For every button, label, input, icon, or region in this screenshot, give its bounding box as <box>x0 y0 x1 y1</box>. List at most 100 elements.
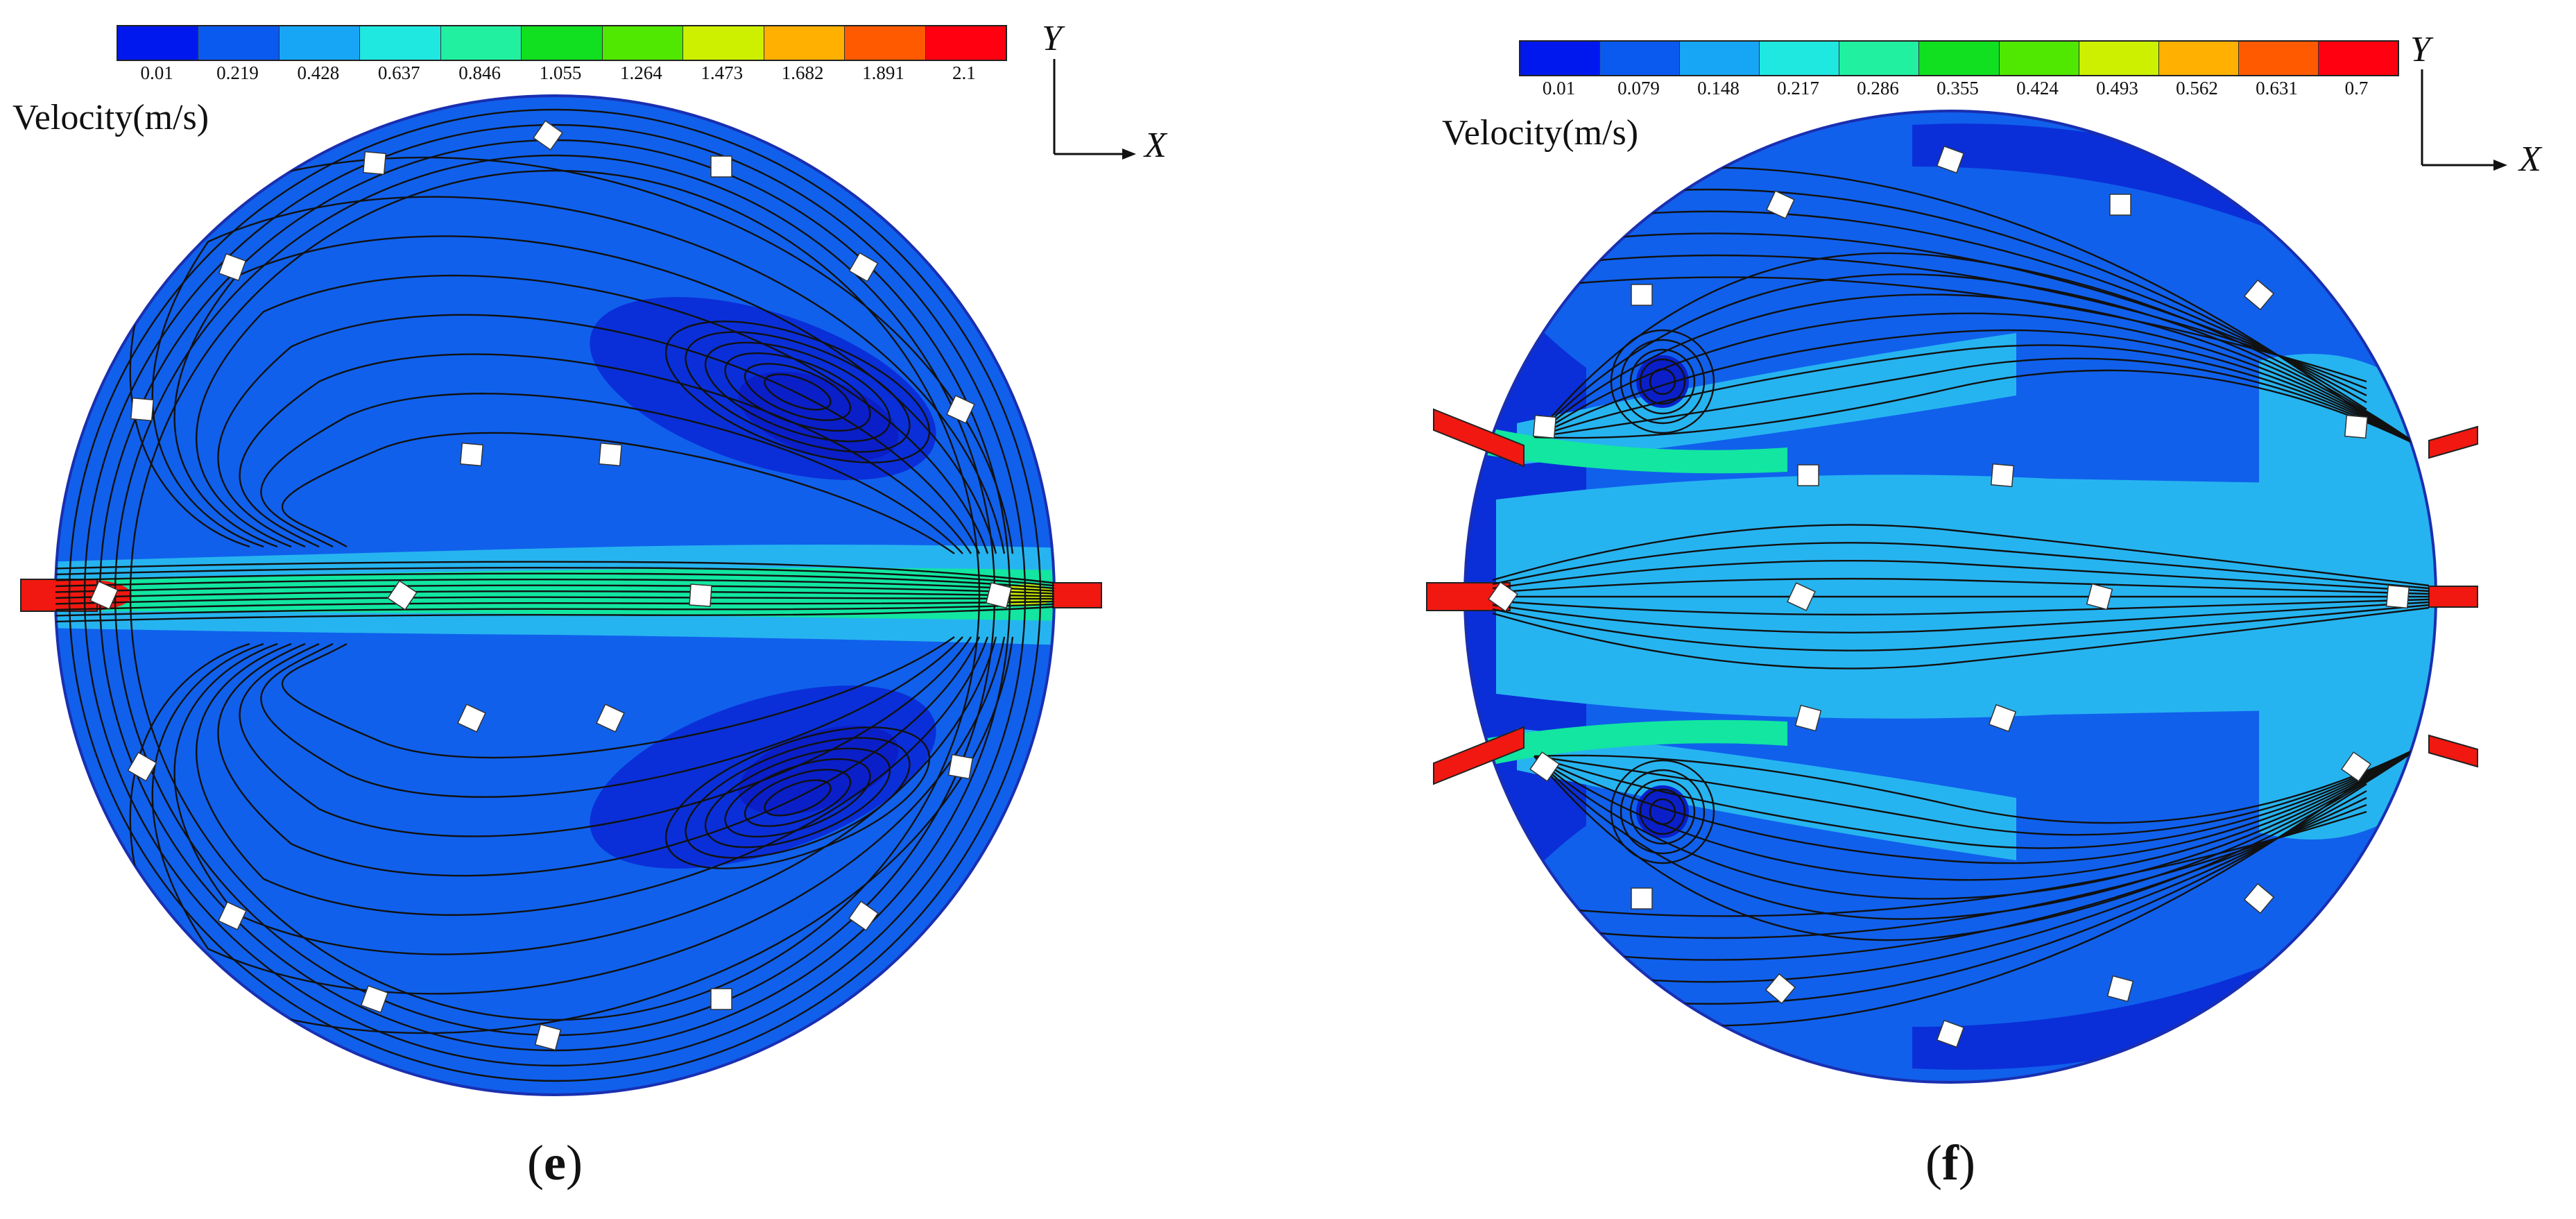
colorbar-segment <box>1600 42 1681 75</box>
colorbar-segment <box>279 26 361 60</box>
vortex-streamline <box>704 747 891 849</box>
vortex-streamline <box>1610 759 1715 864</box>
vortex-streamline <box>764 779 832 817</box>
coordinate-arrows-f <box>2421 69 2507 171</box>
streamline-lower-loop <box>151 636 1006 995</box>
obstacle <box>387 580 418 611</box>
obstacle <box>1794 704 1822 732</box>
colorbar-tick-label: 1.473 <box>701 62 744 83</box>
outlet-pipe-upper <box>2428 425 2478 459</box>
streamline-bottom <box>1561 790 2367 983</box>
vortex-lower-core <box>1636 785 1689 838</box>
upper-jet-core <box>1482 427 1787 474</box>
colorbar-tick-label: 0.217 <box>1777 78 1819 99</box>
colorbar-tick-label: 0.493 <box>2096 78 2138 99</box>
streamline-jet <box>55 567 1054 588</box>
obstacle <box>1797 464 1819 486</box>
colorbar-tick-label: 0.01 <box>1542 78 1576 99</box>
streamline-upper-loop <box>151 196 1006 554</box>
wall-streamline <box>83 123 1027 1067</box>
streamline-jet <box>55 596 1054 606</box>
obstacle <box>1766 190 1795 219</box>
obstacle <box>1631 284 1653 306</box>
colorbar-tick-label: 0.424 <box>2016 78 2059 99</box>
streamline-upper-loop <box>196 274 989 554</box>
outlet-pipe-middle <box>2428 586 2478 608</box>
streamline-lower-loop <box>129 636 1014 1034</box>
streamline-bottom <box>1561 803 2367 939</box>
colorbar-segment <box>1760 42 1840 75</box>
colorbar-tick-label: 0.428 <box>297 62 340 83</box>
vortex-streamline <box>1629 348 1696 415</box>
colorbar-segment <box>118 26 199 60</box>
streamline-middle <box>1492 560 2430 593</box>
obstacle <box>2385 584 2410 609</box>
streamline-lower <box>1534 744 2423 864</box>
colorbar-segment <box>1680 42 1760 75</box>
streamline-bottom <box>1561 796 2367 961</box>
obstacle <box>946 395 975 424</box>
streamline-lower-loop <box>281 636 955 759</box>
streamline-middle <box>1492 524 2430 587</box>
vortex-streamline <box>764 373 832 411</box>
vortex-streamline <box>685 331 911 453</box>
legend-title-f: Velocity(m/s) <box>1442 113 1639 153</box>
streamline-jet <box>55 602 1054 617</box>
low-region-top <box>1912 123 2398 291</box>
obstacle <box>598 442 623 467</box>
obstacle <box>1631 887 1653 910</box>
vortex-streamline <box>724 758 871 838</box>
obstacle <box>1936 145 1965 174</box>
axis-y-label-e: Y <box>1042 19 1062 58</box>
low-region-bottom <box>1912 902 2398 1070</box>
colorbar-segment <box>2238 42 2319 75</box>
obstacle <box>360 984 389 1014</box>
streamline-upper <box>1534 357 2423 449</box>
streamline-upper-loop <box>239 353 972 554</box>
obstacle <box>596 704 625 733</box>
colorbar-segment <box>360 26 441 60</box>
obstacle <box>710 988 732 1010</box>
outlet-pipe <box>1052 582 1102 608</box>
obstacle <box>130 397 155 422</box>
axis-x-label-e: X <box>1144 126 1167 165</box>
obstacle <box>985 581 1013 609</box>
obstacle <box>2344 414 2369 439</box>
streamline-jet <box>55 584 1054 595</box>
streamline-middle <box>1492 542 2430 590</box>
streamline-upper-loop <box>281 432 955 554</box>
obstacle <box>89 581 119 610</box>
vortex-upper-core <box>1636 355 1689 408</box>
colorbar-tick-label: 0.846 <box>458 62 501 83</box>
colorbar-tick-label: 0.562 <box>2176 78 2218 99</box>
obstacle <box>1488 581 1518 612</box>
colorbar-segment <box>602 26 684 60</box>
colorbar-segment <box>1919 42 2000 75</box>
streamline-upper-loop <box>129 156 1014 554</box>
vortex-streamline <box>744 363 852 421</box>
flow-field-f <box>1426 69 2507 1084</box>
vortex-streamline <box>1639 788 1686 835</box>
upper-jet-band <box>1517 333 2016 465</box>
colorbar-e <box>117 25 1007 61</box>
obstacle <box>2086 583 2113 611</box>
obstacle <box>1936 1019 1965 1048</box>
streamline-top <box>1561 232 2367 397</box>
vortex-streamline <box>664 726 931 869</box>
inlet-pipe <box>20 579 98 612</box>
colorbar-tick-label: 0.148 <box>1697 78 1740 99</box>
vortex-streamline <box>1639 358 1686 405</box>
streamline-lower <box>1534 744 2423 836</box>
vortex-streamline <box>704 341 891 443</box>
colorbar-segment <box>2079 42 2159 75</box>
vortex-streamline <box>1649 798 1676 826</box>
obstacles-e <box>89 120 1013 1051</box>
wall-streamline <box>129 169 981 1021</box>
obstacle <box>533 120 563 151</box>
streamline-bottom <box>1561 810 2367 917</box>
streamline-upper-loop <box>260 393 963 554</box>
colorbar-tick-label: 0.355 <box>1937 78 1979 99</box>
colorbar-segment <box>440 26 522 60</box>
colorbar-tick-label: 1.682 <box>781 62 824 83</box>
streamline-lower-loop <box>260 636 963 798</box>
